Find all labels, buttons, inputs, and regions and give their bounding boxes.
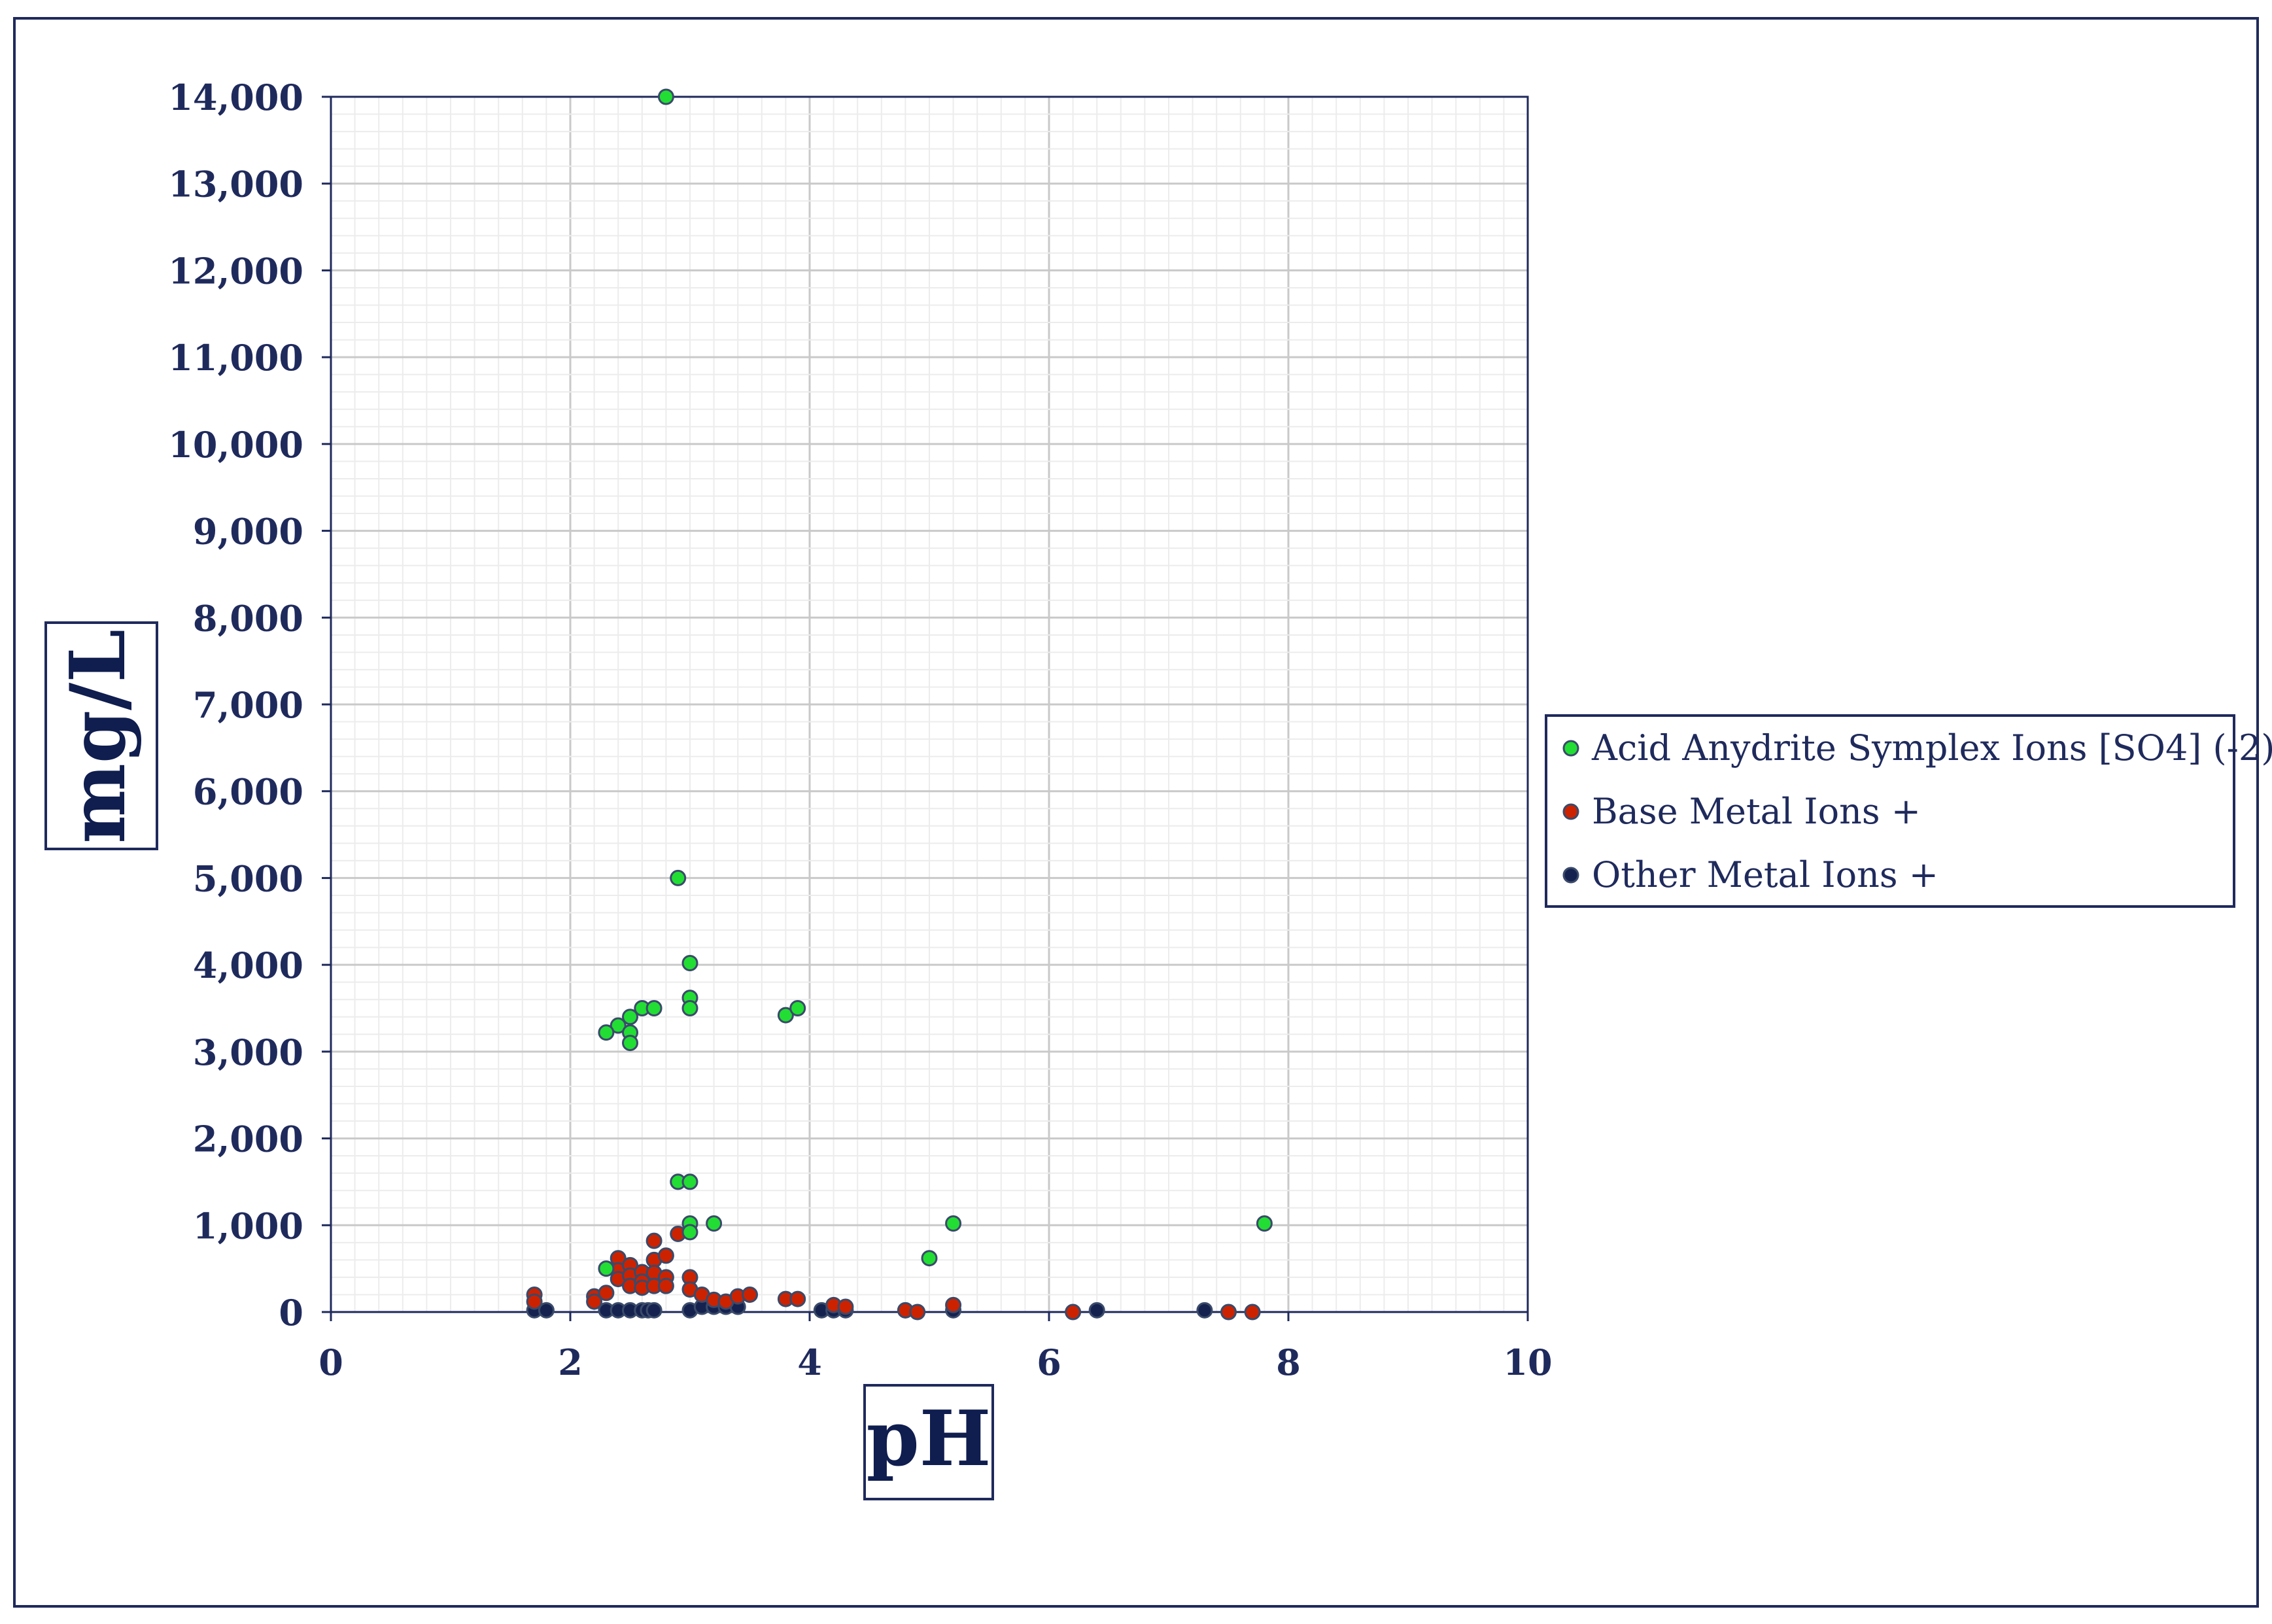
data-point [622, 1009, 638, 1026]
data-point [645, 1302, 663, 1319]
data-point [657, 1247, 674, 1264]
y-tick-label: 0 [279, 1292, 303, 1334]
data-point [837, 1298, 854, 1315]
data-point [681, 954, 698, 971]
y-axis-title: mg/L [54, 629, 143, 844]
legend-marker [1562, 740, 1579, 757]
legend-box [1545, 714, 2235, 908]
data-point [945, 1296, 962, 1313]
data-points [526, 88, 1273, 1321]
data-point [789, 1000, 806, 1016]
data-point [538, 1302, 555, 1319]
data-point [777, 1007, 794, 1024]
x-tick-label: 4 [797, 1341, 822, 1383]
data-point [1244, 1304, 1261, 1321]
data-point [1065, 1304, 1082, 1321]
y-tick-label: 9,000 [193, 511, 303, 553]
data-point [670, 869, 687, 886]
data-point [645, 1000, 663, 1016]
legend-label: Other Metal Ions + [1592, 854, 1938, 895]
y-tick-label: 7,000 [193, 684, 303, 726]
data-point [789, 1290, 806, 1307]
x-tick-label: 8 [1276, 1341, 1301, 1383]
y-tick-label: 14,000 [168, 77, 303, 118]
data-point [657, 1277, 674, 1294]
x-axis-title: pH [867, 1394, 991, 1483]
data-point [1256, 1215, 1273, 1232]
x-tick-label: 6 [1037, 1341, 1061, 1383]
y-tick-label: 1,000 [193, 1205, 303, 1247]
legend-label: Base Metal Ions + [1592, 791, 1921, 832]
data-point [742, 1286, 758, 1303]
legend-label: Acid Anydrite Symplex Ions [SO4] (-2) [1591, 727, 2272, 769]
x-tick-label: 2 [558, 1341, 583, 1383]
legend-marker [1562, 803, 1579, 820]
legend-marker [1562, 867, 1579, 884]
y-tick-label: 8,000 [193, 597, 303, 639]
y-tick-label: 12,000 [168, 250, 303, 292]
data-point [681, 1000, 698, 1016]
y-tick-label: 13,000 [168, 164, 303, 205]
data-point [1088, 1302, 1105, 1319]
data-point [681, 1224, 698, 1241]
data-point [681, 1173, 698, 1190]
data-point [645, 1232, 663, 1249]
y-axis-title-box: mg/L [44, 621, 158, 850]
data-point [586, 1293, 603, 1310]
data-point [706, 1215, 723, 1232]
data-point [622, 1035, 638, 1052]
data-point [1196, 1302, 1213, 1319]
y-tick-label: 3,000 [193, 1031, 303, 1073]
data-point [1220, 1304, 1237, 1321]
data-point [526, 1293, 543, 1310]
data-point [945, 1215, 962, 1232]
y-tick-label: 2,000 [193, 1118, 303, 1160]
data-point [657, 88, 674, 105]
data-point [921, 1250, 938, 1267]
y-tick-label: 4,000 [193, 944, 303, 986]
x-tick-label: 0 [318, 1341, 343, 1383]
axis-ticks: 0 2 4 6 8 10 0 1,000 2,000 3,000 4,000 5,000 6,000 7,… [168, 77, 1552, 1383]
x-axis-title-box: pH [863, 1384, 994, 1500]
y-tick-label: 5,000 [193, 857, 303, 899]
data-point [598, 1285, 615, 1302]
y-tick-label: 11,000 [168, 337, 303, 379]
x-tick-label: 10 [1503, 1341, 1552, 1383]
data-point [598, 1260, 615, 1277]
data-point [598, 1024, 615, 1041]
y-tick-label: 10,000 [168, 424, 303, 466]
legend: Acid Anydrite Symplex Ions [SO4] (-2) Bas… [1545, 714, 2272, 908]
data-point [610, 1017, 627, 1034]
data-point [909, 1304, 926, 1321]
y-tick-label: 6,000 [193, 771, 303, 813]
